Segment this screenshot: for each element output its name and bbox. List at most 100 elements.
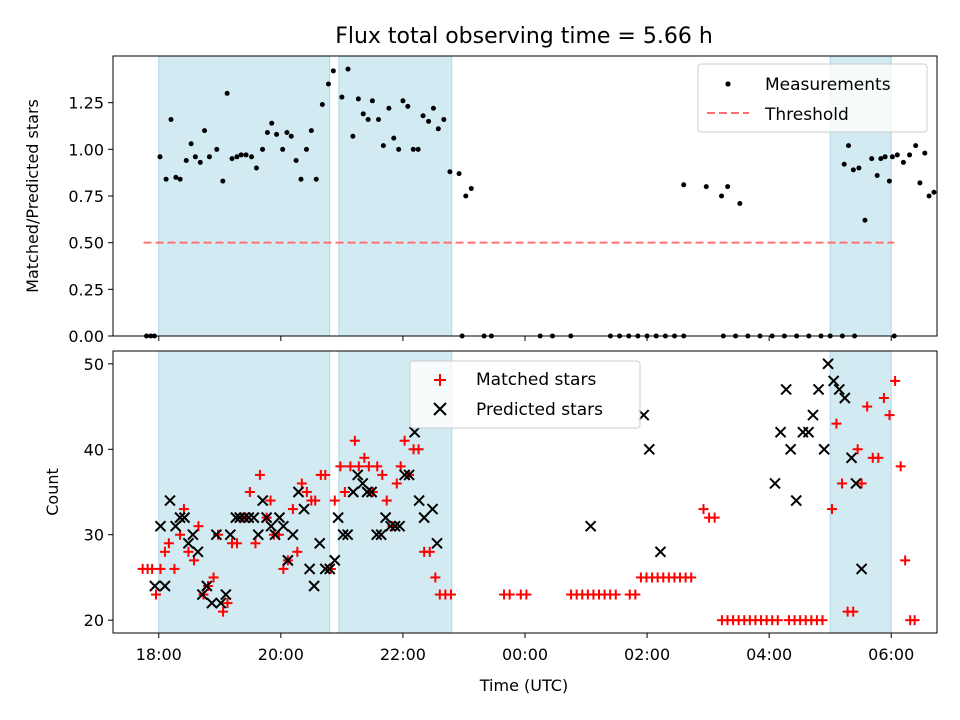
matched-star-point (265, 495, 276, 506)
predicted-star-point (361, 486, 373, 498)
measurement-point (400, 98, 406, 104)
matched-star-point (709, 512, 720, 523)
predicted-star-point (802, 426, 815, 438)
measurement-point (157, 154, 163, 160)
matched-star-point (339, 487, 350, 497)
x-tick-label: 02:00 (624, 645, 670, 664)
measurement-point (376, 116, 382, 122)
matched-star-point (430, 572, 441, 583)
matched-star-point (213, 529, 224, 540)
measurement-point (435, 126, 441, 132)
predicted-star-point (282, 554, 294, 567)
x-tick-label: 20:00 (258, 645, 304, 664)
predicted-star-point (201, 580, 213, 592)
measurement-point (303, 146, 309, 152)
measurement-point (405, 103, 411, 109)
predicted-star-point (365, 486, 378, 498)
predicted-star-point (273, 511, 286, 524)
predicted-star-point (818, 443, 830, 455)
predicted-star-point (248, 511, 260, 524)
matched-star-point (163, 538, 174, 549)
measurement-point (913, 143, 919, 149)
bottom-panel: 20 30 40 50 18:00 20:00 22:00 00:00 02:00 04:00 0… (43, 350, 938, 695)
measurement-point (882, 154, 888, 160)
legend-measurements-label: Measurements (765, 75, 891, 95)
predicted-star-point (169, 520, 182, 532)
matched-star-point (686, 572, 697, 583)
matched-star-point (301, 487, 312, 497)
matched-star-point (391, 478, 402, 489)
predicted-star-point (308, 580, 320, 592)
bottom-shaded-interval (829, 350, 892, 634)
predicted-star-point (277, 520, 290, 532)
legend-x-marker (433, 402, 447, 416)
measurement-point (447, 169, 453, 175)
predicted-star-point (384, 520, 397, 532)
matched-star-point (445, 589, 456, 600)
predicted-star-point (357, 477, 369, 490)
measurement-point (380, 143, 386, 149)
matched-star-point (852, 444, 863, 455)
matched-star-point (895, 461, 906, 472)
top-panel: 0.00 0.25 0.50 0.75 1.00 1.25 Matched/Predict… (23, 55, 938, 346)
predicted-star-point (341, 529, 354, 541)
predicted-star-point (243, 511, 255, 524)
measurement-point (725, 184, 731, 190)
matched-star-point (848, 606, 859, 617)
predicted-star-point (780, 383, 792, 396)
predicted-star-point (812, 383, 825, 396)
bottom-y-tick-label: 30 (84, 526, 104, 545)
predicted-star-point (224, 529, 237, 541)
measurement-point (330, 68, 336, 74)
predicted-star-point (182, 537, 195, 549)
predicted-star-point (149, 580, 161, 592)
measurement-point (355, 96, 361, 102)
predicted-star-point (298, 503, 310, 515)
measurement-point (894, 152, 900, 158)
predicted-star-point (292, 486, 305, 498)
bottom-y-tick-label: 20 (84, 611, 104, 630)
measurement-point (280, 146, 286, 152)
predicted-star-point (769, 477, 781, 490)
predicted-star-point (790, 494, 802, 507)
matched-star-point (292, 546, 303, 557)
predicted-star-point (408, 426, 421, 438)
matched-star-point (254, 469, 265, 480)
matched-star-point (698, 504, 709, 515)
measurement-point (856, 165, 862, 171)
predicted-star-point (174, 511, 186, 524)
measurement-point (313, 176, 319, 182)
predicted-star-point (347, 486, 359, 498)
top-legend-box (697, 63, 928, 133)
matched-star-point (169, 563, 180, 574)
matched-star-point (890, 375, 901, 386)
matched-star-point (155, 563, 166, 574)
predicted-star-point (178, 511, 191, 524)
measurement-point (926, 193, 932, 199)
measurement-point (234, 154, 240, 160)
bottom-y-tick-label: 50 (84, 355, 104, 374)
predicted-star-point (403, 469, 415, 481)
matched-star-point (837, 478, 848, 489)
measurement-point (264, 130, 270, 136)
matched-star-point (424, 546, 435, 557)
predicted-star-point (187, 529, 199, 541)
measurement-point (874, 172, 880, 178)
predicted-star-point (196, 588, 209, 601)
top-y-tick-label: 0.75 (68, 187, 104, 206)
predicted-star-point (329, 554, 341, 567)
measurement-point (396, 146, 402, 152)
measurement-point (339, 94, 345, 100)
matched-star-point (878, 393, 889, 403)
measurement-point (298, 176, 304, 182)
measurement-point (238, 152, 244, 158)
measurement-point (869, 156, 875, 162)
predicted-star-point (845, 452, 858, 464)
measurement-point (192, 154, 198, 160)
matched-star-point (329, 495, 340, 506)
predicted-star-point (822, 358, 834, 370)
measurement-point (269, 120, 275, 126)
predicted-star-point (643, 443, 656, 455)
measurement-point (468, 186, 474, 192)
